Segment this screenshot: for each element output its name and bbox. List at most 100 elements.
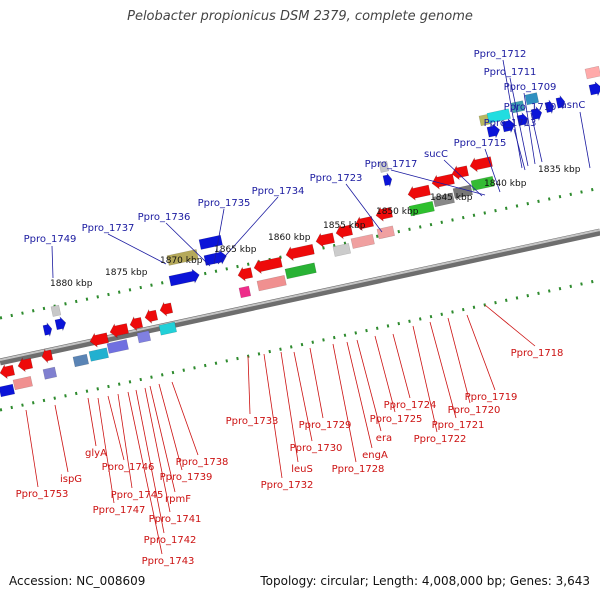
tick-label: 1870 kbp [160,256,203,266]
gene-label-upper: Ppro_1715 [454,138,507,149]
leader-line [513,128,526,171]
gene-label-upper: Ppro_1736 [138,212,191,223]
tick-label: 1840 kbp [484,179,527,189]
gene-label-lower: Ppro_1725 [370,414,423,425]
reverse-gene-arrow [237,266,254,282]
leader-line [280,351,299,463]
reverse-gene-arrow [407,184,431,201]
leader-line [412,325,438,433]
gene-label-lower: Ppro_1745 [111,490,164,501]
leader-line [429,321,457,419]
leader-line [107,395,125,461]
gene-block [376,225,395,240]
leader-line [158,383,183,471]
reverse-gene-arrow [129,316,144,332]
gene-labels: Ppro_1712 Ppro_1711 Ppro_1709 Ppro_1710 asnC… [16,49,586,567]
gene-label-lower: Ppro_1730 [290,443,343,454]
gene-label-upper: Ppro_1749 [24,234,77,245]
gene-features [0,65,600,398]
leader-line [374,335,396,413]
gene-label-lower: Ppro_1733 [226,416,279,427]
reverse-gene-arrow [144,308,159,324]
leader-line [466,314,496,391]
gene-label-lower: Ppro_1742 [144,535,197,546]
gene-label-upper: Ppro_1723 [310,173,363,184]
reverse-gene-arrow [431,173,455,190]
gene-block [12,375,33,391]
leader-line [579,111,591,169]
leader-line [484,304,536,347]
gene-label-lower: Ppro_1728 [332,464,385,475]
forward-gene-arrow [54,316,67,332]
reverse-gene-arrow [451,165,469,181]
gene-label-upper: asnC [561,100,586,111]
gene-label-lower: Ppro_1743 [142,556,195,567]
reverse-gene-arrow [469,156,493,173]
leader-line [144,387,171,513]
gene-block [408,200,435,217]
map-title: Pelobacter propionicus DSM 2379, complet… [127,9,473,24]
gene-label-lower: Ppro_1753 [16,489,69,500]
gene-block [470,175,495,191]
gene-label-upper: Ppro_1713 [484,118,537,129]
gene-block [50,304,62,317]
gene-block [198,234,223,250]
leader-line [392,333,411,399]
forward-gene-arrow [530,105,543,122]
leader-line [443,159,483,197]
reverse-gene-arrow [159,301,174,317]
leader-line [447,317,471,404]
leader-line [356,339,382,432]
leader-line [213,208,225,265]
leader-line [25,409,39,488]
gene-label-lower: Ppro_1732 [261,480,314,491]
gene-label-lower: Ppro_1720 [448,405,501,416]
leader-line [346,341,373,449]
tick-label: 1850 kbp [376,207,419,217]
leader-line [127,391,163,555]
gene-label-lower: Ppro_1722 [414,434,467,445]
gene-block [42,366,58,380]
reverse-gene-arrow [285,243,315,262]
gene-label-lower: era [376,433,392,444]
leader-line [345,183,383,233]
gene-block [524,92,540,106]
leader-line [87,397,97,447]
tick-label: 1875 kbp [105,268,148,278]
reverse-gene-arrow [335,224,353,240]
gene-label-lower: Ppro_1741 [149,514,202,525]
leader-line [117,393,133,489]
tick-label: 1860 kbp [268,233,311,243]
gene-label-upper: Ppro_1734 [252,186,305,197]
leader-line [530,112,543,163]
reverse-gene-arrow [0,364,16,380]
leader-line [502,59,523,169]
leader-line [171,381,199,456]
forward-gene-arrow [588,81,600,97]
forward-gene-arrow [382,172,393,187]
forward-gene-arrow [42,322,53,337]
gene-label-lower: ispG [60,474,82,485]
gene-block [106,339,129,354]
gene-label-lower: leuS [291,464,313,475]
gene-block [486,108,511,124]
reverse-gene-arrow [253,256,283,275]
accession-text: Accession: NC_008609 [9,574,146,588]
gene-block [378,160,390,173]
reverse-gene-arrow [109,323,129,339]
forward-gene-arrow [501,118,516,134]
gene-label-upper: Ppro_1712 [474,49,527,60]
tick-label: 1835 kbp [538,165,581,175]
reverse-gene-arrow [17,357,34,373]
forward-gene-arrow [168,268,200,287]
gene-block [238,285,252,299]
leader-line [54,404,69,473]
gene-label-upper: sucC [424,149,448,160]
leader-line [390,169,486,196]
gene-block [332,243,351,257]
forward-gene-arrow [486,123,501,139]
gene-block [0,383,16,398]
gene-label-upper: Ppro_1737 [82,223,135,234]
